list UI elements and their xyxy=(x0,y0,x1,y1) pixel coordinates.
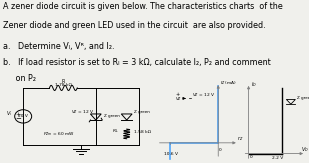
Text: $r_Z$: $r_Z$ xyxy=(237,134,244,143)
Text: 1.78 kΩ: 1.78 kΩ xyxy=(55,83,72,88)
Text: $P_{Zm}$ = 60 mW: $P_{Zm}$ = 60 mW xyxy=(43,130,75,138)
Text: $I_D$: $I_D$ xyxy=(251,80,257,89)
Text: R: R xyxy=(62,79,65,84)
Text: b.   If load resistor is set to Rₗ = 3 kΩ, calculate I₂, P₂ and comment: b. If load resistor is set to Rₗ = 3 kΩ,… xyxy=(3,58,271,67)
Text: 0: 0 xyxy=(219,148,222,152)
Text: Z green: Z green xyxy=(297,96,309,100)
Text: +: + xyxy=(15,112,20,117)
Text: on P₂: on P₂ xyxy=(3,74,36,82)
Text: $V_Z$ −: $V_Z$ − xyxy=(175,96,187,104)
Text: $V_Z$ = 12 V: $V_Z$ = 12 V xyxy=(71,108,95,116)
Text: 0: 0 xyxy=(250,155,253,159)
Text: Z green: Z green xyxy=(133,110,150,114)
Text: $I_Z$ (mA): $I_Z$ (mA) xyxy=(220,80,237,87)
Text: 20 V: 20 V xyxy=(18,114,28,118)
Text: −: − xyxy=(15,116,21,122)
Text: a.   Determine Vₗ, Vᴿ, and I₂.: a. Determine Vₗ, Vᴿ, and I₂. xyxy=(3,42,115,51)
Text: A zener diode circuit is given below. The characteristics charts  of the: A zener diode circuit is given below. Th… xyxy=(3,2,283,11)
Text: 2.2 V: 2.2 V xyxy=(272,156,283,160)
Text: Zener diode and green LED used in the circuit  are also provided.: Zener diode and green LED used in the ci… xyxy=(3,21,266,30)
Text: 1.58 kΩ: 1.58 kΩ xyxy=(134,130,151,134)
Text: Z green: Z green xyxy=(104,114,119,118)
Text: +: + xyxy=(175,92,179,97)
Text: $R_L$: $R_L$ xyxy=(112,128,118,135)
Text: 10.6 V: 10.6 V xyxy=(164,152,178,156)
Text: $V_i$: $V_i$ xyxy=(6,110,12,118)
Text: $V_Z$ = 12 V: $V_Z$ = 12 V xyxy=(192,91,215,99)
Text: $V_D$: $V_D$ xyxy=(302,145,309,154)
